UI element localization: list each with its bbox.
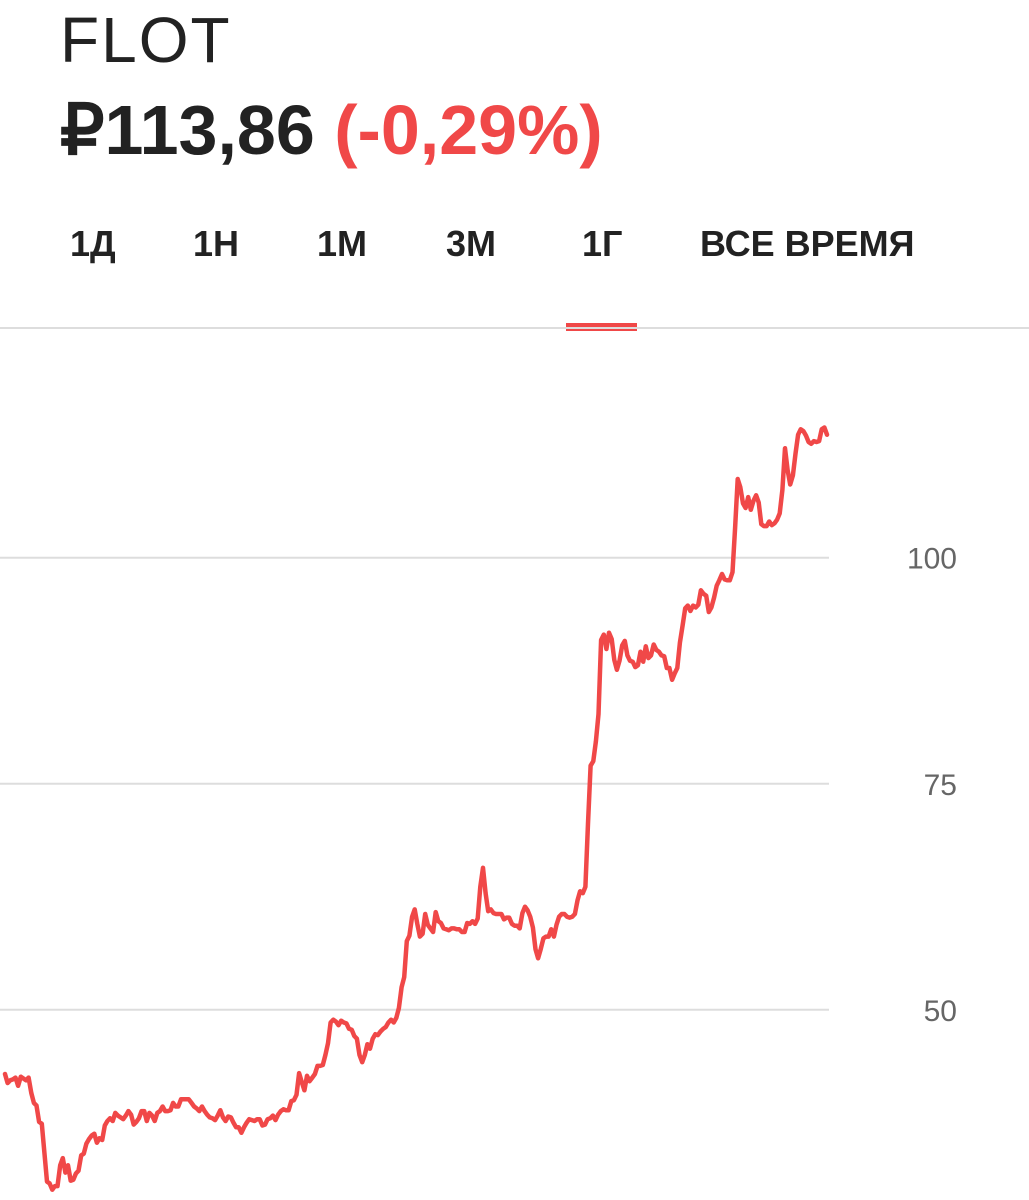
price-quote: ₽113,86 (-0,29%) (60, 90, 603, 170)
tab-1y[interactable]: 1Г (582, 223, 623, 264)
tabs-divider (0, 327, 1029, 329)
current-price: ₽113,86 (60, 91, 315, 169)
tab-3m[interactable]: 3М (446, 223, 497, 264)
grid-lines (0, 556, 829, 1011)
tab-all-time[interactable]: ВСЕ ВРЕМЯ (700, 223, 915, 264)
y-axis-labels: 50 75 100 (907, 543, 957, 1028)
y-tick-label-100: 100 (907, 543, 957, 576)
tab-1w[interactable]: 1Н (193, 223, 240, 264)
ticker-symbol: FLOT (60, 4, 232, 76)
tab-1d[interactable]: 1Д (70, 223, 116, 264)
y-tick-label-75: 75 (924, 769, 957, 802)
tab-1m[interactable]: 1М (317, 223, 368, 264)
price-change: (-0,29%) (334, 91, 603, 169)
period-tabs: 1Д 1Н 1М 3М 1Г ВСЕ ВРЕМЯ (0, 200, 1029, 331)
price-line-series (2, 425, 830, 1192)
y-tick-label-50: 50 (924, 995, 957, 1028)
price-chart[interactable]: 50 75 100 (0, 340, 1029, 1200)
